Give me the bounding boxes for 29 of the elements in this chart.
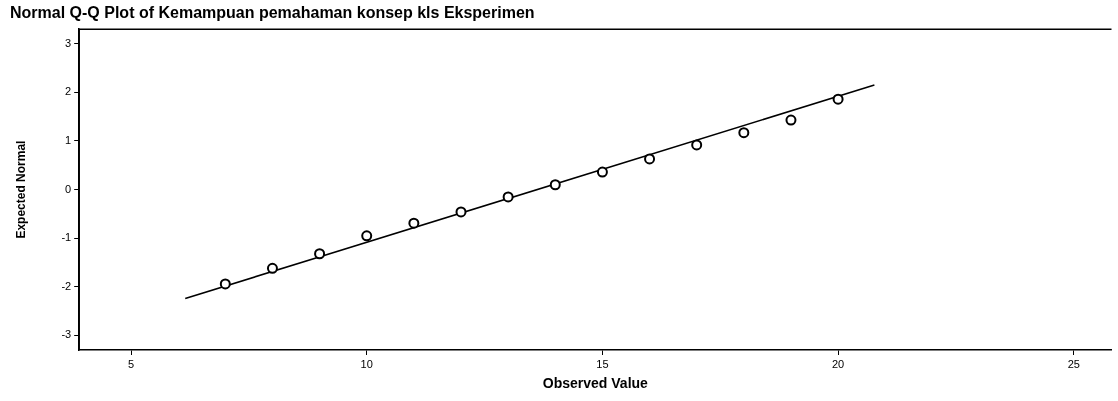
x-tick-label: 5 [127, 357, 135, 370]
point [361, 230, 373, 242]
point [266, 262, 278, 274]
x-tick-label: 20 [831, 357, 845, 370]
chart-title: Normal Q-Q Plot of Kemampuan pemahaman konsep kls Eksperimen [10, 4, 535, 22]
point [644, 153, 656, 165]
y-tick-label: 2 [65, 85, 72, 98]
point [314, 248, 326, 260]
y-tick-label: 1 [65, 134, 72, 147]
point [832, 93, 844, 105]
y-tick-label: 0 [65, 182, 72, 195]
y-axis-title: Expected Normal [13, 140, 28, 239]
x-tick-label: 10 [360, 357, 373, 370]
point [549, 179, 561, 191]
point [691, 139, 703, 151]
y-tick-label: -3 [61, 328, 72, 341]
point [738, 127, 750, 139]
point [455, 206, 467, 218]
point [785, 114, 797, 126]
x-axis-title: Observed Value [542, 375, 649, 392]
y-tick-label: 3 [65, 36, 72, 49]
y-tick-label: -2 [61, 279, 72, 292]
x-tick-label: 15 [596, 357, 609, 370]
y-tick-label: -1 [61, 231, 72, 244]
point [408, 217, 420, 229]
point [502, 191, 514, 203]
point [596, 166, 608, 178]
x-tick-label: 25 [1067, 357, 1080, 370]
point [219, 278, 231, 290]
